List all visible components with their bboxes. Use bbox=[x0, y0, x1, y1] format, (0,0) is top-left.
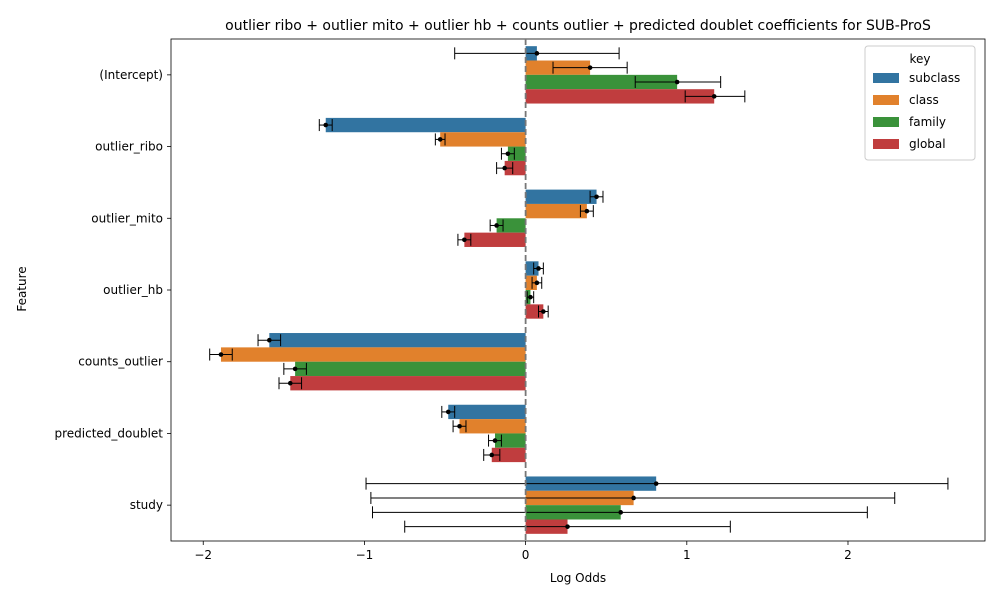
point-estimate bbox=[505, 151, 511, 157]
point-estimate bbox=[711, 94, 717, 99]
point-estimate bbox=[536, 266, 541, 271]
legend-label-global: global bbox=[909, 137, 946, 151]
point-estimate bbox=[653, 481, 659, 486]
bar-global bbox=[464, 232, 526, 247]
y-tick-label: study bbox=[130, 498, 163, 512]
point-estimate bbox=[534, 51, 540, 56]
point-estimate bbox=[437, 137, 443, 142]
y-axis-label: Feature bbox=[15, 266, 29, 311]
legend-title: key bbox=[909, 52, 930, 66]
plot-frame bbox=[170, 38, 986, 542]
chart-title: outlier ribo + outlier mito + outlier hb… bbox=[225, 18, 931, 34]
bar-subclass bbox=[525, 261, 539, 276]
point-estimate bbox=[462, 237, 467, 243]
point-estimate bbox=[502, 165, 507, 171]
x-tick-label: −1 bbox=[356, 548, 374, 562]
legend-swatch-family bbox=[873, 117, 899, 127]
bar-global bbox=[525, 89, 715, 104]
bar-class bbox=[220, 347, 526, 362]
point-estimate bbox=[492, 438, 498, 443]
y-tick-label: (Intercept) bbox=[99, 68, 163, 82]
bar-subclass bbox=[325, 117, 526, 133]
point-estimate bbox=[534, 280, 540, 286]
legend: key subclass class family global bbox=[864, 45, 976, 161]
x-tick-label: −2 bbox=[194, 548, 212, 562]
y-tick-label: outlier_mito bbox=[91, 211, 163, 225]
legend-swatch-subclass bbox=[873, 73, 899, 83]
point-estimate bbox=[528, 294, 533, 300]
x-axis-label: Log Odds bbox=[550, 571, 606, 585]
point-estimate bbox=[618, 510, 624, 515]
bar-family bbox=[496, 218, 526, 233]
bar-family bbox=[295, 361, 526, 377]
point-estimate bbox=[445, 409, 451, 415]
point-estimate bbox=[541, 309, 546, 314]
x-tick-label: 0 bbox=[522, 548, 530, 562]
point-estimate bbox=[674, 79, 680, 85]
bar-family bbox=[525, 74, 678, 90]
x-tick-label: 2 bbox=[844, 548, 852, 562]
point-estimate bbox=[565, 524, 570, 529]
bar-subclass bbox=[525, 189, 597, 204]
point-estimate bbox=[457, 423, 462, 429]
x-tick-label: 1 bbox=[683, 548, 691, 562]
legend-label-class: class bbox=[909, 93, 939, 107]
point-estimate bbox=[292, 366, 298, 372]
point-estimate bbox=[489, 452, 495, 458]
y-tick-label: predicted_doublet bbox=[54, 426, 163, 440]
legend-label-subclass: subclass bbox=[909, 71, 960, 85]
point-estimate bbox=[584, 208, 590, 214]
point-estimate bbox=[594, 194, 599, 200]
legend-swatch-class bbox=[873, 95, 899, 105]
bar-subclass bbox=[448, 404, 526, 420]
legend-label-family: family bbox=[909, 115, 946, 129]
bar-class bbox=[459, 419, 526, 434]
y-tick-label: outlier_ribo bbox=[95, 140, 163, 154]
bar-subclass bbox=[269, 333, 526, 348]
point-estimate bbox=[587, 65, 593, 70]
point-estimate bbox=[218, 352, 224, 357]
bar-global bbox=[504, 160, 526, 176]
bar-class bbox=[440, 132, 526, 147]
point-estimate bbox=[287, 380, 293, 386]
bar-global bbox=[290, 376, 526, 391]
point-estimate bbox=[267, 337, 272, 343]
plot-area: −2 −1 0 1 2 (Intercept) outlier_ribo outlier_mi… bbox=[54, 38, 986, 562]
y-tick-label: counts_outlier bbox=[78, 355, 163, 369]
legend-swatch-global bbox=[873, 139, 899, 149]
point-estimate bbox=[631, 495, 636, 501]
y-tick-label: outlier_hb bbox=[103, 283, 163, 297]
point-estimate bbox=[323, 122, 329, 128]
bar-family bbox=[507, 146, 526, 161]
bar-class bbox=[525, 203, 587, 219]
bar-family bbox=[494, 433, 526, 448]
point-estimate bbox=[494, 223, 499, 228]
bar-class bbox=[525, 275, 537, 290]
